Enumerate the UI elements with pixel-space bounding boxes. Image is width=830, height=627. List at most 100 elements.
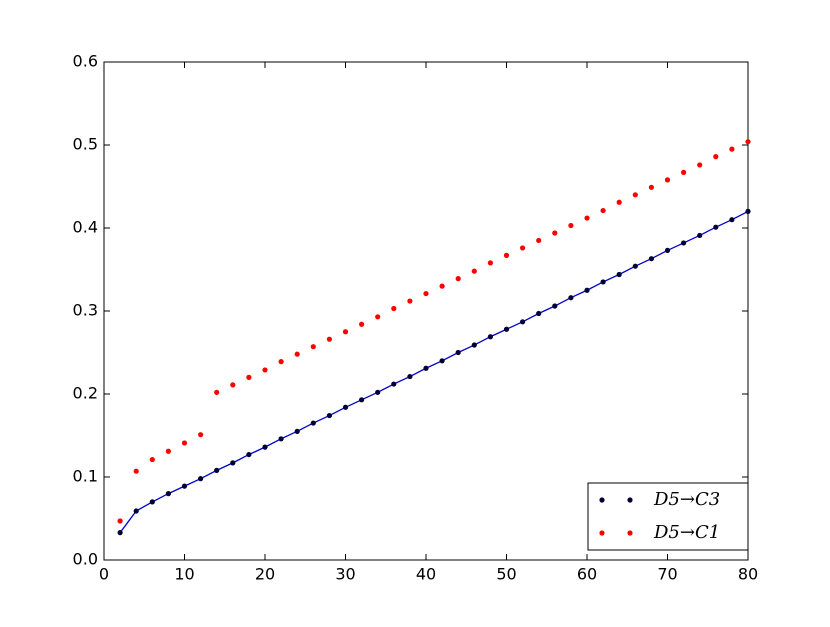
point	[181, 440, 188, 446]
point	[278, 359, 284, 365]
x-tick-label: 20	[255, 565, 275, 584]
point	[359, 321, 365, 327]
point	[681, 169, 687, 175]
point	[214, 389, 220, 395]
point	[262, 367, 268, 373]
point	[584, 287, 590, 293]
point	[375, 314, 381, 320]
point	[294, 351, 300, 357]
fit-line	[119, 210, 749, 533]
point	[697, 162, 703, 168]
point	[600, 207, 606, 214]
point	[455, 349, 461, 356]
point	[632, 263, 638, 269]
point	[713, 154, 719, 160]
point	[648, 256, 655, 262]
point	[503, 252, 510, 258]
point	[471, 342, 477, 348]
point	[503, 326, 510, 332]
point	[230, 460, 236, 466]
x-tick-label: 80	[738, 565, 758, 584]
point	[310, 344, 316, 350]
point	[713, 224, 719, 230]
point	[198, 476, 204, 482]
point	[439, 358, 445, 364]
point	[487, 334, 493, 340]
point	[664, 177, 671, 183]
x-tick-label: 0	[99, 565, 109, 584]
y-tick-label: 0.2	[73, 384, 98, 403]
legend-marker	[627, 497, 633, 503]
point	[729, 146, 735, 152]
point	[487, 260, 493, 266]
point	[246, 451, 252, 458]
legend-label: D5→C3	[653, 489, 720, 510]
point	[310, 420, 316, 426]
point	[198, 432, 204, 438]
point	[407, 373, 413, 380]
legend-marker	[627, 530, 633, 536]
point	[214, 467, 220, 473]
point	[520, 319, 526, 325]
point	[326, 412, 332, 419]
y-tick-label: 0.3	[73, 301, 98, 320]
point	[133, 508, 139, 514]
point	[439, 283, 445, 289]
point	[278, 436, 284, 442]
y-tick-label: 0.4	[73, 218, 98, 237]
point	[181, 483, 188, 489]
point	[342, 329, 349, 335]
point	[552, 303, 558, 309]
point	[230, 382, 236, 388]
legend-label: D5→C1	[653, 522, 720, 543]
point	[246, 374, 252, 380]
point	[520, 245, 526, 251]
point	[600, 279, 606, 285]
x-tick-label: 60	[577, 565, 597, 584]
point	[648, 184, 655, 190]
y-tick-label: 0.5	[73, 135, 98, 154]
point	[407, 298, 413, 304]
point	[745, 139, 751, 145]
point	[616, 199, 622, 205]
legend-marker	[599, 497, 605, 503]
point	[391, 305, 397, 312]
point	[745, 208, 751, 214]
point	[664, 247, 671, 254]
point	[165, 448, 171, 454]
point	[342, 404, 349, 410]
legend-box	[587, 482, 749, 551]
point	[568, 222, 574, 229]
point	[471, 268, 477, 274]
y-tick-label: 0.0	[73, 550, 98, 569]
point	[568, 295, 574, 301]
point	[375, 389, 381, 395]
point	[133, 468, 139, 474]
point	[359, 397, 365, 403]
x-tick-label: 10	[174, 565, 194, 584]
point	[149, 456, 155, 463]
point	[632, 192, 638, 198]
y-tick-label: 0.6	[73, 52, 98, 71]
point	[326, 336, 332, 342]
point	[165, 491, 171, 497]
point	[391, 381, 397, 387]
x-tick-label: 40	[416, 565, 436, 584]
x-tick-label: 70	[657, 565, 677, 584]
point	[536, 237, 542, 244]
point	[117, 518, 123, 524]
plot-frame	[103, 61, 749, 561]
x-tick-label: 50	[496, 565, 516, 584]
point	[729, 217, 735, 223]
point	[423, 290, 429, 297]
point	[697, 232, 703, 239]
x-tick-label: 30	[335, 565, 355, 584]
point	[584, 215, 590, 221]
point	[455, 276, 461, 282]
point	[294, 428, 300, 434]
point	[117, 530, 123, 536]
legend-marker	[599, 530, 605, 536]
point	[536, 310, 542, 317]
point	[262, 444, 268, 450]
